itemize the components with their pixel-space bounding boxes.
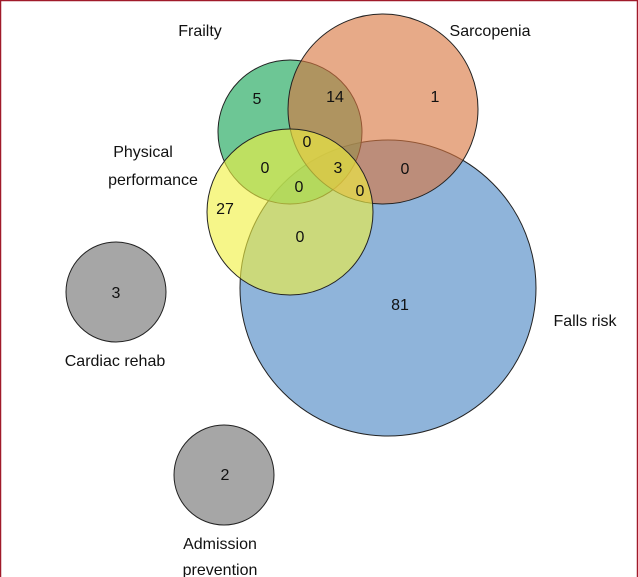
physical-performance-circle: [206, 128, 374, 296]
admission-prevention-circle: [173, 424, 275, 526]
cardiac-rehab-circle: [65, 241, 167, 343]
region-count: 2: [221, 467, 230, 484]
region-count: 0: [303, 134, 312, 151]
set-label: Frailty: [178, 23, 222, 40]
region-count: 0: [261, 160, 270, 177]
set-label: performance: [108, 172, 198, 189]
set-label: Cardiac rehab: [65, 353, 166, 370]
region-count: 14: [326, 89, 344, 106]
region-count: 27: [216, 201, 234, 218]
region-count: 0: [356, 183, 365, 200]
region-count: 0: [295, 179, 304, 196]
set-label: Sarcopenia: [450, 23, 531, 40]
region-count: 3: [112, 285, 121, 302]
region-count: 1: [431, 89, 440, 106]
set-label: Admission: [183, 536, 257, 553]
set-label: Falls risk: [553, 313, 617, 330]
region-count: 3: [334, 160, 343, 177]
region-count: 0: [296, 229, 305, 246]
region-count: 5: [253, 91, 262, 108]
set-label: prevention: [183, 562, 258, 577]
region-count: 81: [391, 297, 409, 314]
set-label: Physical: [113, 144, 173, 161]
region-count: 0: [401, 161, 410, 178]
